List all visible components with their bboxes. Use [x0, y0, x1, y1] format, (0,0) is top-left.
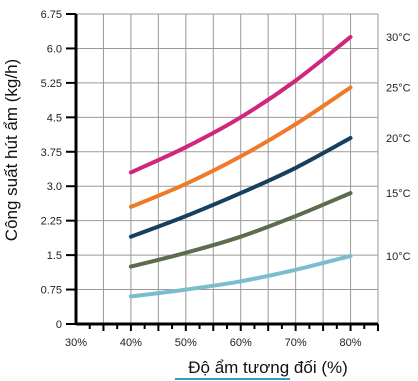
y-tick-label: 0.75 [41, 285, 62, 297]
x-tick-label: 30% [65, 337, 87, 349]
axes [74, 14, 378, 326]
y-tick-label: 3.0 [47, 181, 62, 193]
series-label: 15°C [386, 188, 411, 200]
x-tick-label: 60% [230, 337, 252, 349]
y-tick-label: 3.75 [41, 147, 62, 159]
series-line [128, 35, 353, 175]
series-line [128, 136, 353, 239]
x-tick-label: 70% [285, 337, 307, 349]
x-tick-label: 80% [340, 337, 362, 349]
series-label: 30°C [386, 32, 411, 44]
y-tick-label: 2.25 [41, 216, 62, 228]
series-label: 20°C [386, 133, 411, 145]
y-tick-label: 4.5 [47, 112, 62, 124]
series-label: 10°C [386, 251, 411, 263]
series-line [128, 191, 353, 269]
series-lines [128, 35, 353, 299]
series-line [128, 254, 353, 299]
series-labels: 30°C 25°C 20°C 15°C 10°C [386, 32, 411, 263]
y-tick-label: 0 [56, 319, 62, 331]
y-tick-label: 5.25 [41, 78, 62, 90]
series-label: 25°C [386, 82, 411, 94]
x-axis-title: Độ ẩm tương đối (%) [188, 358, 348, 377]
x-tick-label: 50% [175, 337, 197, 349]
y-tick-label: 1.5 [47, 250, 62, 262]
y-axis-title: Công suất hút ẩm (kg/h) [2, 59, 21, 241]
series-line [128, 85, 353, 209]
y-tick-label: 6.0 [47, 43, 62, 55]
x-tick-label: 40% [120, 337, 142, 349]
y-axis-ticks: 0 0.75 1.5 2.25 3.0 3.75 4.5 5.25 6.0 6.75 [41, 9, 76, 331]
y-tick-label: 6.75 [41, 9, 62, 21]
x-axis-ticks: 30% 40% 50% 60% 70% 80% [65, 324, 379, 349]
grid [76, 13, 379, 324]
